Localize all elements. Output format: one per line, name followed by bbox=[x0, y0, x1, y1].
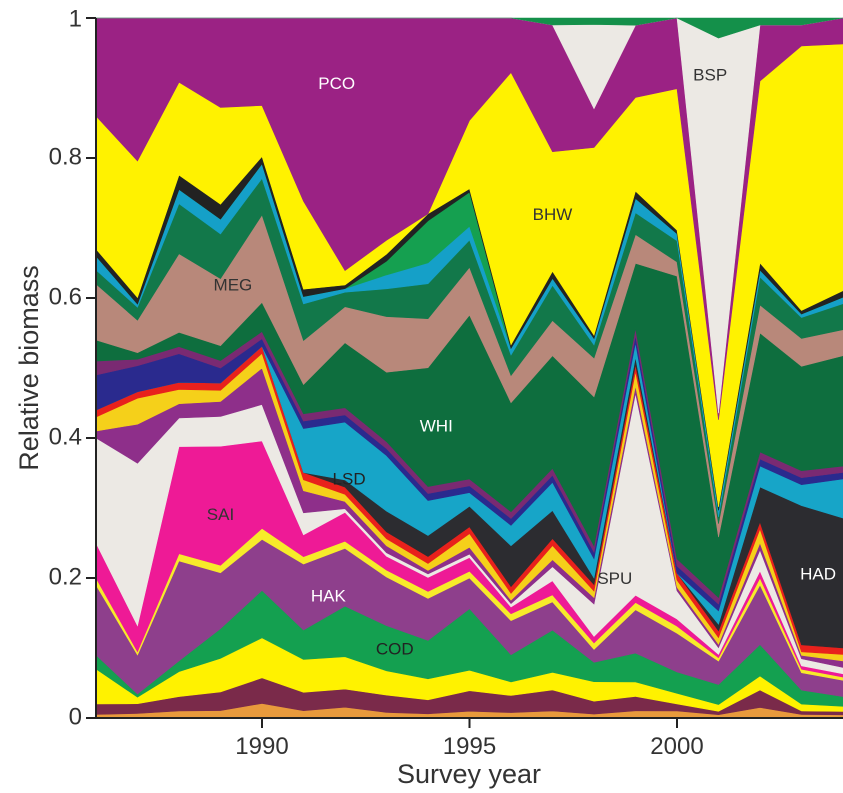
x-ticks: 1990 1995 2000 bbox=[235, 718, 704, 760]
y-tick-label: 0 bbox=[69, 703, 82, 730]
area-label-layer: PCO BSP BHW MEG WHI LSD SAI SPU HAK COD HAD bbox=[207, 66, 836, 659]
area-series-unlabeled-24 bbox=[96, 17, 843, 39]
area-layer bbox=[95, 17, 843, 719]
x-axis-title: Survey year bbox=[397, 759, 541, 789]
area-label-cod: COD bbox=[376, 640, 414, 659]
x-tick-label: 1990 bbox=[235, 733, 288, 760]
area-label-had: HAD bbox=[800, 565, 836, 584]
area-label-meg: MEG bbox=[214, 276, 253, 295]
area-label-spu: SPU bbox=[597, 569, 632, 588]
y-axis-title: Relative biomass bbox=[14, 265, 44, 471]
area-label-sai: SAI bbox=[207, 505, 234, 524]
area-label-whi: WHI bbox=[420, 416, 453, 435]
area-label-bhw: BHW bbox=[533, 205, 573, 224]
area-label-hak: HAK bbox=[311, 586, 347, 605]
y-tick-label: 0.2 bbox=[49, 563, 82, 590]
y-tick-label: 0.8 bbox=[49, 143, 82, 170]
y-tick-label: 0.4 bbox=[49, 423, 82, 450]
area-label-lsd: LSD bbox=[333, 469, 366, 488]
y-tick-label: 0.6 bbox=[49, 283, 82, 310]
area-label-bsp: BSP bbox=[693, 66, 727, 85]
x-tick-label: 2000 bbox=[650, 733, 703, 760]
area-label-pco: PCO bbox=[318, 74, 355, 93]
x-tick-label: 1995 bbox=[443, 733, 496, 760]
axes-layer: 00.20.40.60.81 1990 1995 2000 Survey year … bbox=[14, 5, 843, 789]
y-ticks: 0 0.2 0.4 0.6 0.8 1 bbox=[49, 5, 96, 730]
y-tick-label: 1 bbox=[69, 5, 82, 32]
